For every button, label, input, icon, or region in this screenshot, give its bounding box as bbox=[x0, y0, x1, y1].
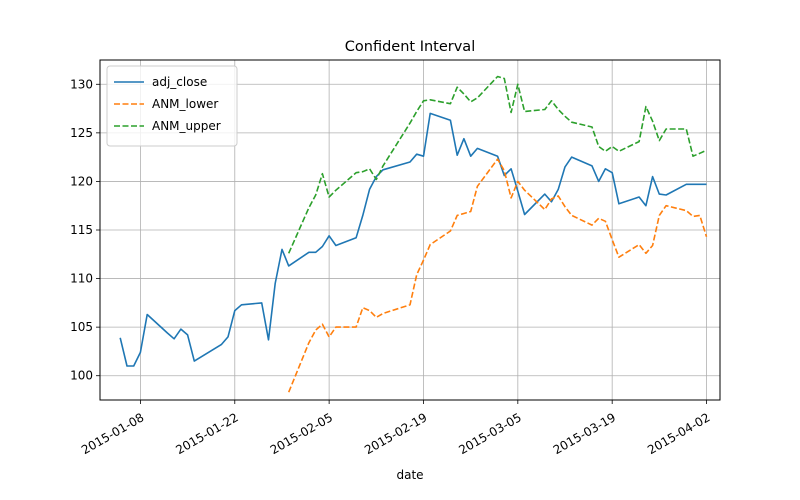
series-lines bbox=[119, 75, 708, 393]
x-tick-label: 2015-01-22 bbox=[173, 410, 240, 457]
grid bbox=[100, 60, 720, 400]
legend-label: ANM_lower bbox=[152, 97, 218, 111]
y-tick-label: 130 bbox=[70, 77, 93, 91]
x-tick-label: 2015-02-05 bbox=[268, 410, 335, 457]
y-tick-label: 125 bbox=[70, 126, 93, 140]
y-tick-label: 100 bbox=[70, 369, 93, 383]
series-line-adj-close bbox=[119, 112, 707, 367]
legend-label: ANM_upper bbox=[152, 119, 221, 133]
x-tick-label: 2015-02-19 bbox=[362, 410, 429, 457]
y-tick-label: 110 bbox=[70, 272, 93, 286]
y-tick-label: 120 bbox=[70, 174, 93, 188]
x-axis-title: date bbox=[396, 468, 423, 482]
y-tick-label: 115 bbox=[70, 223, 93, 237]
x-tick-label: 2015-01-08 bbox=[79, 410, 146, 457]
chart-title: Confident Interval bbox=[345, 39, 475, 55]
x-tick-label: 2015-04-02 bbox=[645, 410, 712, 457]
y-tick-label: 105 bbox=[70, 320, 93, 334]
legend-label: adj_close bbox=[152, 75, 207, 89]
legend: adj_close ANM_lower ANM_upper bbox=[106, 65, 238, 147]
series-line-anm-lower bbox=[287, 158, 708, 393]
x-tick-label: 2015-03-19 bbox=[551, 410, 618, 457]
x-tick-label: 2015-03-05 bbox=[456, 410, 523, 457]
series-line-anm-upper bbox=[287, 75, 707, 254]
